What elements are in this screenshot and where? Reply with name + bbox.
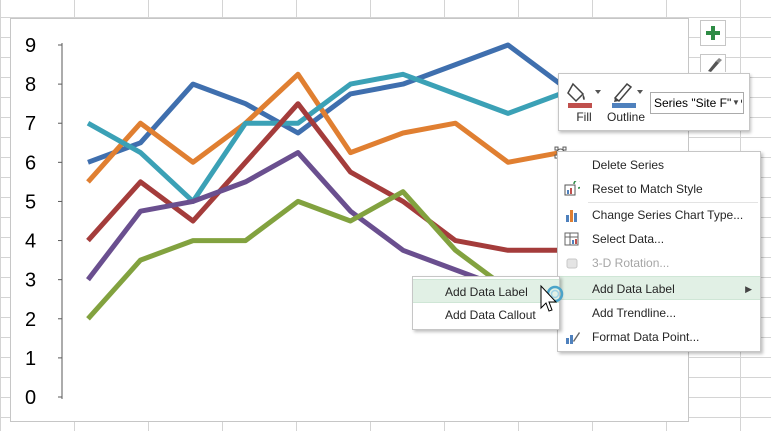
y-tick-label: 3: [25, 270, 36, 292]
menu-item-label: Add Data Label: [592, 282, 675, 296]
chart-elements-button[interactable]: [700, 20, 726, 46]
outline-label: Outline: [606, 110, 646, 124]
menu-item-label: Reset to Match Style: [592, 182, 703, 196]
menu-separator: [588, 202, 758, 203]
y-tick-label: 8: [25, 74, 36, 96]
y-tick-label: 4: [25, 231, 36, 253]
chart-type-icon: [566, 210, 577, 222]
menu-item-label: Format Data Point...: [592, 330, 700, 344]
menu-item-change-chart-type[interactable]: Change Series Chart Type...: [558, 203, 760, 227]
mouse-cursor-icon: [540, 284, 564, 312]
menu-item-label: Select Data...: [592, 232, 665, 246]
paint-bucket-icon: [567, 82, 601, 108]
menu-item-label: Delete Series: [592, 158, 665, 172]
menu-item-label: Add Trendline...: [592, 306, 677, 320]
y-tick-label: 7: [25, 113, 36, 135]
fill-label: Fill: [576, 110, 592, 124]
select-data-icon: [564, 232, 579, 246]
format-icon: [566, 332, 580, 344]
submenu-item-add-data-label[interactable]: Add Data Label: [413, 279, 559, 303]
y-tick-label: 2: [25, 309, 36, 331]
reset-style-icon: [564, 181, 580, 196]
menu-item-3d-rotation: 3-D Rotation...: [558, 251, 760, 275]
series-line-4[interactable]: [86, 101, 614, 253]
mini-toolbar: Fill Outline Series "Site F" P ▼: [558, 73, 750, 131]
y-tick-label: 1: [25, 348, 36, 370]
pen-outline-icon: [612, 82, 643, 108]
series-line-2[interactable]: [86, 71, 561, 184]
submenu-item-label: Add Data Callout: [445, 308, 536, 322]
menu-item-delete-series[interactable]: Delete Series: [558, 153, 760, 177]
menu-item-add-data-label[interactable]: Add Data Label ▶: [558, 276, 760, 300]
menu-item-select-data[interactable]: Select Data...: [558, 227, 760, 251]
submenu-item-add-data-callout[interactable]: Add Data Callout: [413, 303, 559, 327]
chevron-down-icon: ▼: [731, 93, 741, 113]
menu-item-reset-style[interactable]: Reset to Match Style: [558, 177, 760, 201]
fill-button[interactable]: Fill: [563, 78, 605, 128]
series-select-value: Series "Site F" P: [654, 96, 743, 110]
menu-item-add-trendline[interactable]: Add Trendline...: [558, 301, 760, 325]
outline-button[interactable]: Outline: [605, 78, 647, 128]
chevron-right-icon: ▶: [745, 284, 752, 294]
data-label-submenu: Add Data Label Add Data Callout: [412, 276, 560, 330]
series-line-5[interactable]: [86, 150, 561, 292]
menu-item-label: Change Series Chart Type...: [592, 208, 744, 222]
y-tick-label: 5: [25, 191, 36, 213]
plus-icon: [706, 26, 720, 40]
y-tick-label: 9: [25, 35, 36, 57]
menu-item-label: 3-D Rotation...: [592, 256, 670, 270]
brush-icon: [708, 58, 722, 72]
y-tick-label: 6: [25, 152, 36, 174]
submenu-item-label: Add Data Label: [445, 285, 528, 299]
chart-styles-button[interactable]: [700, 54, 726, 72]
context-menu: Delete Series Reset to Match Style Chang…: [557, 151, 761, 352]
series-select[interactable]: Series "Site F" P ▼: [650, 92, 744, 114]
series-line-3[interactable]: [86, 71, 562, 204]
y-tick-label: 0: [25, 387, 36, 409]
rotation-icon: [566, 258, 578, 269]
menu-item-format-data-point[interactable]: Format Data Point...: [558, 325, 760, 349]
